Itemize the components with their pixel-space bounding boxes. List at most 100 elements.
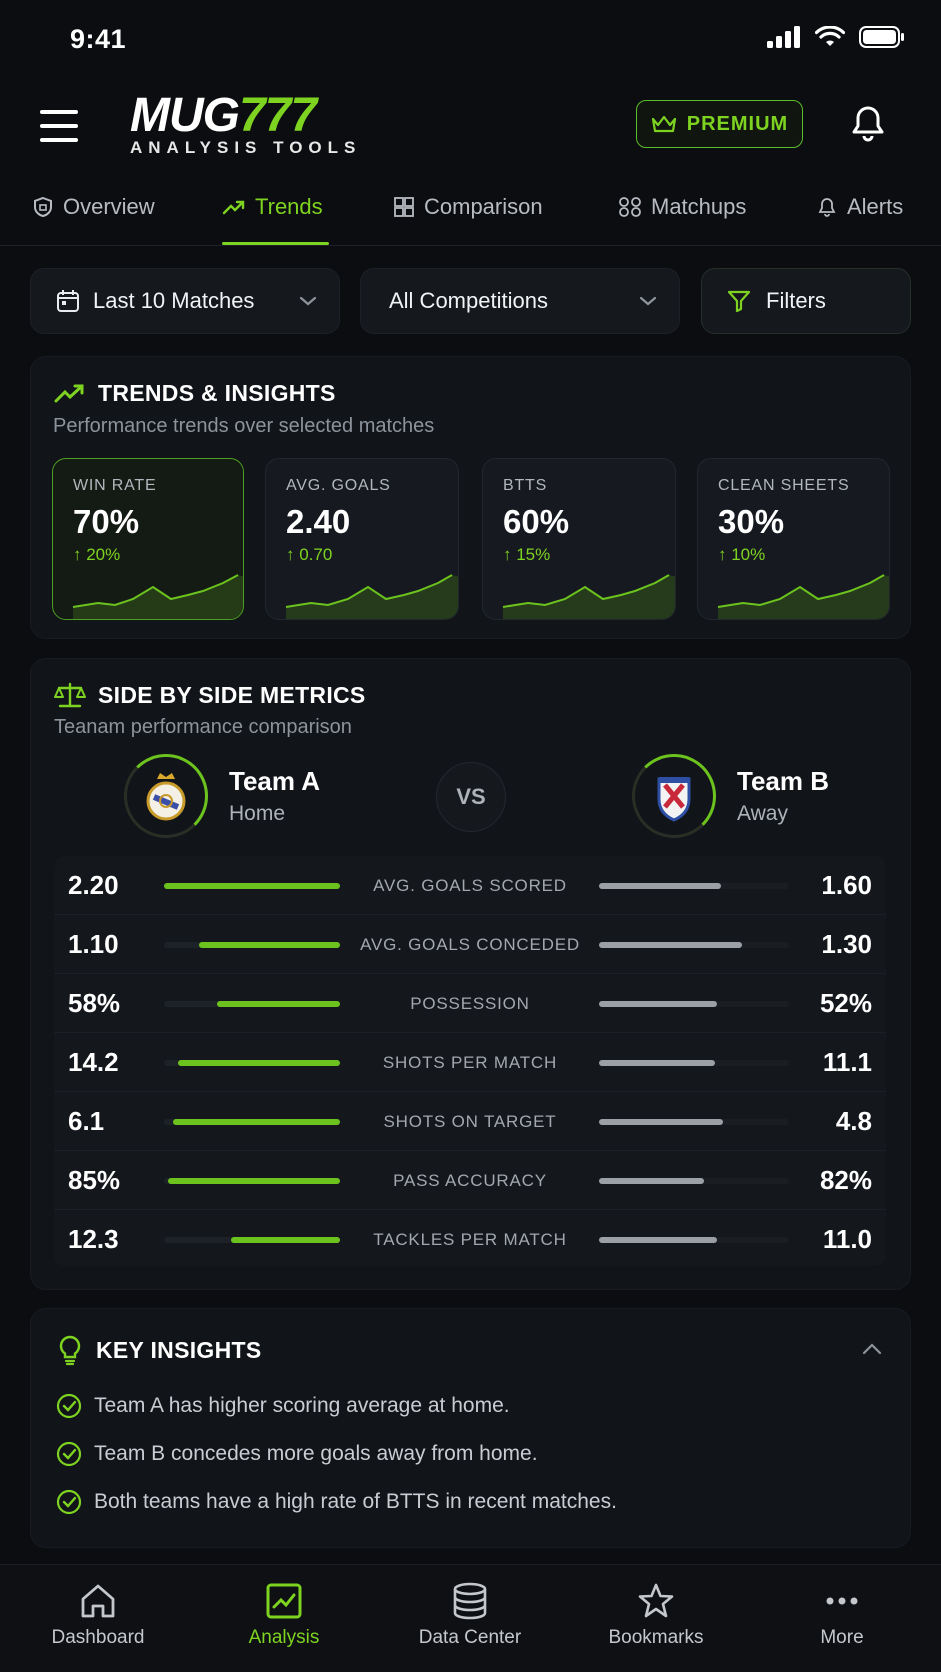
filters-button[interactable]: Filters — [701, 268, 911, 334]
metric-label: AVG. GOALS SCORED — [373, 876, 567, 895]
team-a-value: 12.3 — [68, 1224, 119, 1254]
bottom-nav: Dashboard Analysis Data Center Bookmarks… — [0, 1564, 941, 1672]
nav-more-label: More — [820, 1627, 864, 1648]
app-header: MUG777 ANALYSIS TOOLS PREMIUM — [0, 86, 941, 166]
check-circle-icon — [56, 1441, 82, 1467]
team-b-value: 82% — [819, 1165, 872, 1195]
more-icon — [826, 1597, 858, 1605]
team-b-value: 52% — [819, 988, 872, 1018]
metric-row: 85% PASS ACCURACY 82% — [54, 1151, 886, 1210]
tab-overview[interactable]: Overview — [32, 194, 155, 220]
premium-label: PREMIUM — [686, 112, 789, 135]
tab-alerts[interactable]: Alerts — [816, 194, 903, 220]
side-by-side-title: SIDE BY SIDE METRICS — [54, 681, 366, 709]
trends-title: TRENDS & INSIGHTS — [54, 380, 336, 407]
tab-alerts-label: Alerts — [847, 194, 904, 219]
status-icons — [767, 26, 905, 48]
competition-select[interactable]: All Competitions — [360, 268, 680, 334]
star-icon — [638, 1583, 674, 1618]
team-b-bar — [599, 1001, 717, 1007]
tab-comparison[interactable]: Comparison — [393, 194, 543, 220]
metric-row: 1.10 AVG. GOALS CONCEDED 1.30 — [54, 915, 886, 974]
lightbulb-icon — [59, 1335, 81, 1366]
insight-item: Team A has higher scoring average at hom… — [56, 1393, 510, 1419]
chevron-up-icon[interactable] — [862, 1342, 882, 1356]
trend-up-icon — [222, 200, 245, 215]
nav-bookmarks[interactable]: Bookmarks — [576, 1581, 736, 1649]
stat-label: WIN RATE — [73, 477, 157, 494]
stat-value: 30% — [718, 503, 785, 540]
logo-subtitle: ANALYSIS TOOLS — [130, 138, 362, 157]
chevron-down-icon — [299, 296, 317, 306]
competition-value: All Competitions — [389, 288, 548, 313]
team-a-crest[interactable] — [124, 754, 208, 838]
nav-data-center[interactable]: Data Center — [390, 1581, 550, 1649]
team-a-value: 58% — [68, 988, 121, 1018]
stat-card-avg-goals[interactable]: AVG. GOALS 2.40 ↑ 0.70 — [265, 458, 459, 620]
scale-icon — [54, 682, 86, 708]
battery-icon — [859, 26, 904, 48]
filters-label: Filters — [766, 288, 826, 313]
team-b-value: 1.30 — [821, 929, 872, 959]
team-a-value: 2.20 — [68, 870, 119, 900]
sparkline — [502, 574, 675, 619]
side-by-side-title-text: SIDE BY SIDE METRICS — [98, 681, 366, 708]
nav-analysis-label: Analysis — [248, 1627, 320, 1648]
team-b-value: 11.0 — [822, 1224, 872, 1254]
tab-trends-label: Trends — [255, 194, 323, 219]
teams-header: Team A Home VS Team B Away — [0, 750, 941, 845]
team-a-bar — [168, 1178, 340, 1184]
stat-card-btts[interactable]: BTTS 60% ↑ 15% — [482, 458, 676, 620]
vs-badge: VS — [436, 762, 506, 832]
team-b-bar — [599, 1237, 717, 1243]
team-a-venue: Home — [229, 802, 286, 825]
notifications-button[interactable] — [846, 102, 890, 146]
tab-trends[interactable]: Trends — [222, 194, 323, 220]
team-a-value: 1.10 — [68, 929, 119, 959]
matchup-icon — [619, 197, 641, 217]
nav-analysis[interactable]: Analysis — [204, 1581, 364, 1649]
database-icon — [453, 1582, 487, 1620]
team-b-bar — [599, 1178, 704, 1184]
stat-card-win-rate[interactable]: WIN RATE 70% ↑ 20% — [52, 458, 244, 620]
insight-item: Both teams have a high rate of BTTS in r… — [56, 1489, 617, 1515]
sparkline — [72, 574, 243, 619]
check-circle-icon — [56, 1489, 82, 1515]
menu-button[interactable] — [40, 110, 78, 142]
metric-row: 58% POSSESSION 52% — [54, 974, 886, 1033]
analysis-tabs: Overview Trends Comparison Matchups Aler… — [0, 180, 941, 246]
team-b-value: 11.1 — [822, 1047, 872, 1077]
stat-card-clean-sheets[interactable]: CLEAN SHEETS 30% ↑ 10% — [697, 458, 890, 620]
nav-dashboard-label: Dashboard — [51, 1627, 145, 1648]
stat-change: ↑ 0.70 — [286, 545, 333, 564]
key-insights-header[interactable]: KEY INSIGHTS — [56, 1334, 262, 1366]
insight-text: Team A has higher scoring average at hom… — [94, 1394, 510, 1417]
sparkline — [717, 574, 889, 619]
insight-text: Both teams have a high rate of BTTS in r… — [94, 1490, 617, 1513]
grid-icon — [394, 197, 414, 217]
sparkline — [285, 574, 458, 619]
team-a-value: 6.1 — [68, 1106, 105, 1136]
tab-overview-label: Overview — [63, 194, 155, 219]
premium-button[interactable]: PREMIUM — [636, 100, 803, 148]
team-b-bar — [599, 1119, 723, 1125]
status-time: 9:41 — [70, 24, 127, 54]
team-a-bar — [164, 883, 340, 889]
chevron-down-icon — [639, 296, 657, 306]
analysis-icon — [266, 1583, 302, 1619]
tab-matchups-label: Matchups — [651, 194, 747, 219]
nav-more[interactable]: More — [762, 1581, 922, 1649]
team-b-bar — [599, 942, 742, 948]
stat-value: 60% — [503, 503, 570, 540]
team-a-value: 14.2 — [68, 1047, 119, 1077]
metrics-table: 2.20 AVG. GOALS SCORED 1.60 1.10 AVG. GO… — [54, 856, 886, 1266]
tab-matchups[interactable]: Matchups — [618, 194, 746, 220]
team-a-value: 85% — [68, 1165, 121, 1195]
nav-dashboard[interactable]: Dashboard — [18, 1581, 178, 1649]
nav-data-center-label: Data Center — [418, 1627, 522, 1648]
team-a-bar — [199, 942, 340, 948]
date-range-select[interactable]: Last 10 Matches — [30, 268, 340, 334]
team-b-crest[interactable] — [632, 754, 716, 838]
stat-change: ↑ 15% — [503, 545, 551, 564]
